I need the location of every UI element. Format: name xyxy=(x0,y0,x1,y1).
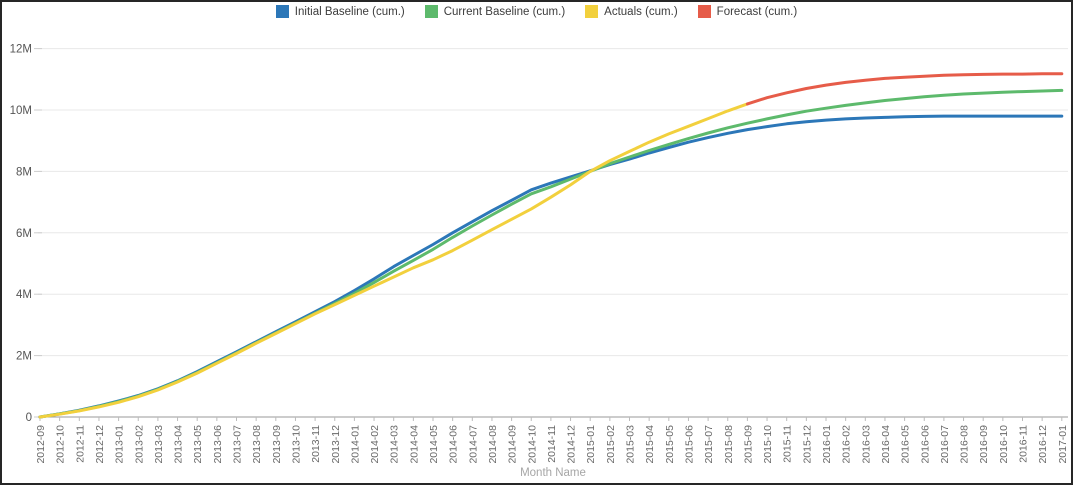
legend-item-forecast-cum[interactable]: Forecast (cum.) xyxy=(697,5,798,18)
x-tick-label: 2015-09 xyxy=(742,425,754,464)
x-tick-label: 2016-01 xyxy=(821,425,833,464)
series-line-current-baseline-cum[interactable] xyxy=(38,88,1064,419)
x-tick-label: 2012-10 xyxy=(55,425,67,464)
x-tick-label: 2016-06 xyxy=(919,425,931,464)
x-tick-label: 2014-12 xyxy=(566,425,578,464)
x-tick-label: 2015-12 xyxy=(801,425,813,464)
x-tick-label: 2013-03 xyxy=(153,425,165,464)
legend-item-actuals-cum[interactable]: Actuals (cum.) xyxy=(585,5,678,18)
x-tick-label: 2016-02 xyxy=(841,425,853,464)
x-tick-label: 2016-04 xyxy=(880,425,892,464)
x-tick-label: 2014-06 xyxy=(448,425,460,464)
x-tick-label: 2013-02 xyxy=(133,425,145,464)
x-tick-label: 2016-12 xyxy=(1037,425,1049,464)
x-tick-label: 2016-03 xyxy=(860,425,872,464)
x-tick-label: 2013-12 xyxy=(330,425,342,464)
x-tick-label: 2013-01 xyxy=(114,425,126,464)
y-tick-label: 8M xyxy=(16,166,32,178)
x-axis-title: Month Name xyxy=(520,467,586,479)
series-line-forecast-cum[interactable] xyxy=(745,72,1064,106)
x-tick-label: 2012-11 xyxy=(74,425,86,463)
x-tick-label: 2013-05 xyxy=(192,425,204,464)
legend-swatch xyxy=(424,5,438,18)
x-tick-label: 2012-09 xyxy=(35,425,47,464)
legend-item-initial-baseline-cum[interactable]: Initial Baseline (cum.) xyxy=(275,5,405,18)
x-tick-label: 2012-12 xyxy=(94,425,106,464)
x-tick-label: 2014-04 xyxy=(408,425,420,464)
x-tick-label: 2015-08 xyxy=(723,425,735,464)
x-tick-label: 2014-09 xyxy=(507,425,519,464)
x-tick-label: 2015-06 xyxy=(683,425,695,464)
legend-swatch xyxy=(275,5,289,18)
x-tick-label: 2015-03 xyxy=(625,425,637,464)
legend: Initial Baseline (cum.) Current Baseline … xyxy=(2,5,1071,18)
x-tick-label: 2014-03 xyxy=(389,425,401,464)
x-tick-label: 2017-01 xyxy=(1057,425,1069,464)
y-tick-label: 6M xyxy=(16,228,32,240)
x-tick-label: 2016-07 xyxy=(939,425,951,464)
legend-label: Initial Baseline (cum.) xyxy=(294,5,405,18)
x-tick-label: 2015-04 xyxy=(644,425,656,464)
x-tick-label: 2015-11 xyxy=(782,425,794,463)
x-tick-label: 2016-05 xyxy=(900,425,912,464)
x-tick-label: 2016-10 xyxy=(998,425,1010,464)
x-tick-label: 2015-10 xyxy=(762,425,774,464)
y-tick-label: 12M xyxy=(10,44,32,56)
x-tick-label: 2014-11 xyxy=(546,425,558,463)
x-tick-label: 2013-07 xyxy=(232,425,244,464)
x-tick-label: 2013-11 xyxy=(310,425,322,463)
x-tick-label: 2014-01 xyxy=(349,425,361,464)
series-line-initial-baseline-cum[interactable] xyxy=(38,114,1064,419)
legend-item-current-baseline-cum[interactable]: Current Baseline (cum.) xyxy=(424,5,566,18)
y-tick-label: 0 xyxy=(26,412,32,424)
y-tick-label: 4M xyxy=(16,289,32,301)
x-tick-label: 2013-06 xyxy=(212,425,224,464)
x-tick-label: 2013-09 xyxy=(271,425,283,464)
legend-label: Current Baseline (cum.) xyxy=(443,5,566,18)
x-tick-label: 2014-07 xyxy=(467,425,479,464)
x-tick-label: 2013-10 xyxy=(290,425,302,464)
legend-label: Actuals (cum.) xyxy=(604,5,678,18)
x-tick-label: 2015-02 xyxy=(605,425,617,464)
x-tick-label: 2014-08 xyxy=(487,425,499,464)
x-tick-label: 2016-08 xyxy=(959,425,971,464)
x-tick-label: 2013-04 xyxy=(173,425,185,464)
x-tick-label: 2014-02 xyxy=(369,425,381,464)
x-tick-label: 2015-01 xyxy=(585,425,597,464)
x-tick-label: 2015-05 xyxy=(664,425,676,464)
legend-swatch xyxy=(585,5,599,18)
x-tick-label: 2014-10 xyxy=(526,425,538,464)
y-tick-label: 10M xyxy=(10,105,32,117)
x-tick-label: 2016-11 xyxy=(1018,425,1030,463)
series-line-actuals-cum[interactable] xyxy=(38,102,749,419)
y-tick-label: 2M xyxy=(16,351,32,363)
x-tick-label: 2013-08 xyxy=(251,425,263,464)
legend-swatch xyxy=(697,5,711,18)
legend-label: Forecast (cum.) xyxy=(716,5,798,18)
x-tick-label: 2014-05 xyxy=(428,425,440,464)
x-tick-label: 2016-09 xyxy=(978,425,990,464)
x-tick-label: 2015-07 xyxy=(703,425,715,464)
